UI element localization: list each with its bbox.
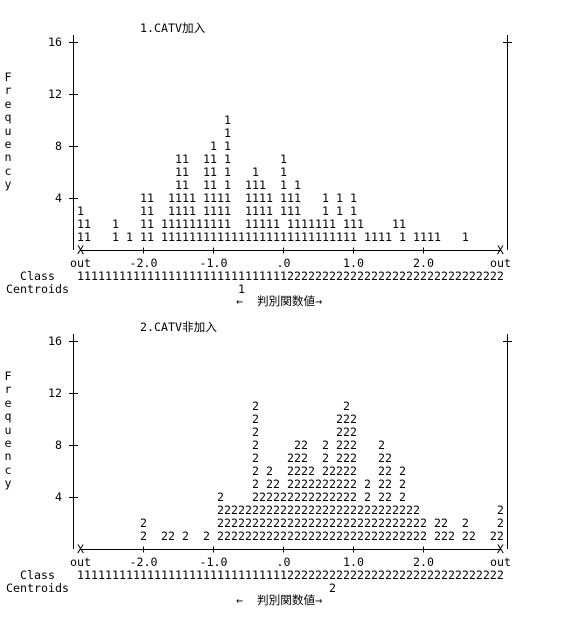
histogram-row: 2 22 2 2 222222222222222222222222222222 … xyxy=(77,528,504,543)
x-tick-label: -1.0 xyxy=(199,255,228,270)
histogram-row: 2 222 xyxy=(77,411,357,426)
x-axis-marks: X + + + + + X xyxy=(77,242,504,257)
axis-footer: ← 判別関数値→ xyxy=(236,592,323,607)
x-tick-label: out xyxy=(490,255,511,270)
y-tick xyxy=(69,94,78,95)
histogram-row: 11 1111 1111 1111 111 1 1 1 xyxy=(77,190,357,205)
y-axis-label: Frequency xyxy=(4,70,12,192)
right-tick xyxy=(503,42,512,43)
x-tick-label: 1.0 xyxy=(343,255,364,270)
centroids-label: Centroids xyxy=(6,281,69,296)
y-tick-label: 4 xyxy=(55,190,62,205)
x-tick-label: .0 xyxy=(276,255,291,270)
y-tick-label: 16 xyxy=(48,34,62,49)
histogram-row: 11 11 1 111 1 1 xyxy=(77,177,301,192)
y-axis xyxy=(73,35,74,250)
histogram-row: 22222222222222222222222222222 2 xyxy=(77,502,504,517)
y-tick xyxy=(69,42,78,43)
histogram-row: 2 22 2222222222 2 22 2 xyxy=(77,476,406,491)
histogram-row: 1 xyxy=(77,125,231,140)
y-tick-label: 4 xyxy=(55,489,62,504)
histogram-row: 2 222 2 222 22 xyxy=(77,450,392,465)
histogram-row: 11 11 1 1 1 xyxy=(77,164,287,179)
histogram-row: 2 2 xyxy=(77,398,350,413)
y-axis-right xyxy=(507,35,508,250)
x-tick-label: 2.0 xyxy=(413,554,434,569)
y-tick-label: 8 xyxy=(55,138,62,153)
y-tick-label: 8 xyxy=(55,437,62,452)
x-axis xyxy=(80,250,501,251)
class-label: Class xyxy=(20,567,55,582)
histogram-row: 1 11 1111 1111 1111 111 1 1 1 xyxy=(77,203,357,218)
axis-footer: ← 判別関数値→ xyxy=(236,293,323,308)
histogram-row: 11 1 1 11 1111111111111111111111111111 1… xyxy=(77,229,469,244)
centroids-label: Centroids xyxy=(6,580,69,595)
y-tick xyxy=(69,445,78,446)
x-tick-label: 1.0 xyxy=(343,554,364,569)
y-tick xyxy=(69,198,78,199)
y-tick-label: 16 xyxy=(48,333,62,348)
y-tick xyxy=(69,497,78,498)
centroid-mark: 1 xyxy=(238,281,245,296)
x-axis-marks: X + + + + + X xyxy=(77,541,504,556)
class-label: Class xyxy=(20,268,55,283)
histogram-row: 11 11 1 1 xyxy=(77,151,287,166)
x-tick-label: out xyxy=(490,554,511,569)
x-tick-label: out xyxy=(70,554,91,569)
y-tick xyxy=(69,341,78,342)
x-axis xyxy=(80,549,501,550)
y-tick xyxy=(69,393,78,394)
x-tick-label: .0 xyxy=(276,554,291,569)
y-tick-label: 12 xyxy=(48,86,62,101)
histogram-row: 1 xyxy=(77,112,231,127)
x-tick-label: -2.0 xyxy=(129,554,158,569)
panel-title: 2.CATV非加入 xyxy=(140,319,217,334)
y-tick xyxy=(69,146,78,147)
y-axis-label: Frequency xyxy=(4,369,12,491)
histogram-row: 2 222222222222222222222222222222 22 2 2 xyxy=(77,515,504,530)
panel-title: 1.CATV加入 xyxy=(140,20,206,35)
y-tick-label: 12 xyxy=(48,385,62,400)
y-axis xyxy=(73,334,74,549)
x-tick-label: -2.0 xyxy=(129,255,158,270)
histogram-row: 2 222 xyxy=(77,424,357,439)
x-tick-label: -1.0 xyxy=(199,554,228,569)
histogram-row: 2 22 2 222 2 xyxy=(77,437,385,452)
x-tick-label: out xyxy=(70,255,91,270)
x-tick-label: 2.0 xyxy=(413,255,434,270)
y-axis-right xyxy=(507,334,508,549)
histogram-row: 11 1 11 1111111111 11111 1111111 111 11 xyxy=(77,216,406,231)
centroid-mark: 2 xyxy=(329,580,336,595)
right-tick xyxy=(503,341,512,342)
class-line: 1111111111111111111111111111112222222222… xyxy=(77,268,504,283)
histogram-row: 2 2 2222 22222 22 2 xyxy=(77,463,406,478)
histogram-row: 2 222222222222222 2 22 2 xyxy=(77,489,406,504)
class-line: 1111111111111111111111111111112222222222… xyxy=(77,567,504,582)
histogram-row: 1 1 xyxy=(77,138,231,153)
